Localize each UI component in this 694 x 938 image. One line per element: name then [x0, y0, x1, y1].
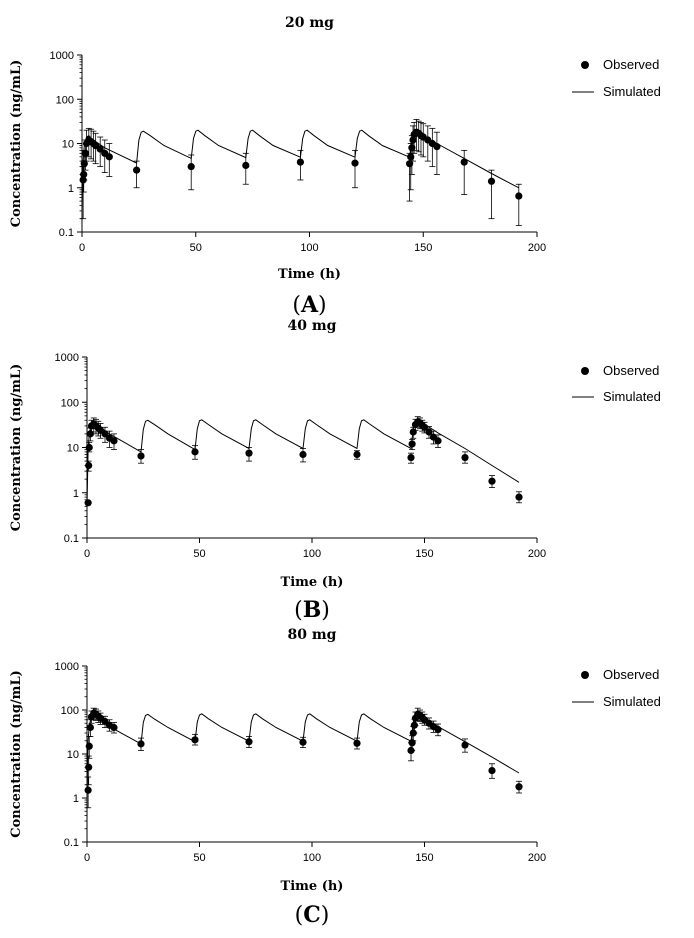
y-tick-label: 0.1	[64, 533, 79, 545]
simulated-line	[86, 713, 520, 799]
observed-point	[80, 160, 88, 168]
y-tick-label: 1000	[50, 50, 74, 62]
chart-title: 40 mg	[288, 318, 337, 334]
observed-point	[434, 437, 442, 445]
observed-point	[85, 763, 93, 771]
observed-point	[515, 192, 523, 200]
y-tick-label: 1	[73, 488, 79, 500]
legend-observed-marker	[581, 61, 589, 69]
x-tick-label: 50	[193, 548, 205, 560]
x-tick-label: 100	[300, 242, 318, 254]
x-axis-label: Time (h)	[278, 267, 341, 282]
panel-label: (A)	[292, 292, 326, 318]
legend-simulated-label: Simulated	[603, 389, 661, 404]
legend-observed-marker	[581, 671, 589, 679]
legend-observed-marker	[581, 367, 589, 375]
x-tick-label: 200	[528, 548, 546, 560]
observed-point	[461, 453, 469, 462]
observed-point	[487, 177, 496, 185]
observed-point	[406, 160, 414, 168]
observed-point	[433, 143, 441, 151]
x-tick-label: 0	[79, 242, 85, 254]
legend-observed-label: Observed	[603, 57, 659, 72]
observed-point	[488, 477, 496, 485]
observed-point	[296, 158, 304, 166]
observed-point	[133, 166, 141, 174]
x-axis-label: Time (h)	[281, 575, 344, 590]
observed-point	[191, 448, 199, 456]
x-tick-label: 100	[303, 548, 321, 560]
y-axis-label: Concentration (ng/mL)	[9, 60, 24, 227]
x-tick-label: 50	[193, 852, 205, 864]
x-tick-label: 0	[84, 852, 90, 864]
x-tick-label: 200	[528, 242, 546, 254]
observed-point	[84, 786, 92, 794]
x-tick-label: 0	[84, 548, 90, 560]
y-tick-label: 100	[56, 94, 74, 106]
observed-point	[85, 742, 93, 750]
y-tick-label: 1	[68, 183, 74, 195]
y-tick-label: 100	[61, 705, 79, 717]
observed-point	[351, 159, 359, 167]
observed-point	[86, 723, 94, 732]
observed-point	[105, 153, 113, 161]
legend-observed-label: Observed	[603, 363, 659, 378]
y-tick-label: 10	[67, 749, 79, 761]
observed-point	[515, 493, 523, 501]
observed-point	[137, 452, 145, 460]
y-tick-label: 1	[73, 793, 79, 805]
observed-point	[353, 450, 361, 459]
chart-panel-C: 80 mg 0.1 1 10 100 1000 0 50 100 150 200 Time (h) Co…	[9, 627, 661, 928]
observed-point	[242, 161, 250, 169]
x-tick-label: 50	[190, 242, 202, 254]
legend-simulated-label: Simulated	[603, 84, 661, 99]
observed-point	[110, 723, 118, 732]
observed-point	[187, 163, 195, 171]
y-tick-label: 100	[61, 397, 79, 409]
chart-title: 80 mg	[288, 627, 337, 643]
observed-point	[425, 428, 433, 436]
observed-point	[407, 453, 415, 462]
x-tick-label: 150	[415, 548, 433, 560]
y-tick-label: 0.1	[59, 227, 74, 239]
x-axis-label: Time (h)	[281, 879, 344, 894]
legend-observed-label: Observed	[603, 667, 659, 682]
y-tick-label: 10	[67, 443, 79, 455]
y-tick-label: 1000	[55, 661, 79, 673]
observed-point	[84, 499, 92, 507]
observed-point	[407, 153, 415, 161]
panel-label: (B)	[294, 597, 330, 623]
chart-title: 20 mg	[285, 15, 334, 31]
simulated-line	[81, 129, 520, 211]
observed-point	[488, 766, 496, 775]
y-tick-label: 10	[62, 139, 74, 151]
x-tick-label: 150	[415, 852, 433, 864]
y-axis-label: Concentration (ng/mL)	[9, 670, 24, 837]
y-axis-label: Concentration (ng/mL)	[9, 364, 24, 531]
x-tick-label: 100	[303, 852, 321, 864]
observed-point	[461, 741, 469, 749]
chart-panel-A: 20 mg 0.1 1 10 100 1000 0 50 100 150 200 Time (h) Co…	[9, 15, 661, 318]
y-tick-label: 0.1	[64, 837, 79, 849]
observed-point	[299, 450, 307, 459]
simulated-line	[86, 419, 520, 507]
observed-point	[245, 449, 253, 457]
observed-point	[353, 739, 361, 747]
observed-point	[80, 170, 88, 179]
chart-panel-B: 40 mg 0.1 1 10 100 1000 0 50 100 150 200 Time (h) Co…	[9, 318, 661, 623]
x-tick-label: 200	[528, 852, 546, 864]
x-tick-label: 150	[414, 242, 432, 254]
y-tick-label: 1000	[55, 352, 79, 364]
panel-label: (C)	[295, 902, 330, 928]
legend-simulated-label: Simulated	[603, 694, 661, 709]
observed-point	[460, 158, 468, 166]
observed-point	[408, 440, 416, 448]
observed-point	[85, 443, 93, 452]
observed-point	[96, 145, 104, 153]
observed-point	[81, 149, 90, 157]
observed-point	[85, 461, 93, 470]
observed-point	[110, 437, 118, 445]
observed-point	[515, 783, 523, 791]
